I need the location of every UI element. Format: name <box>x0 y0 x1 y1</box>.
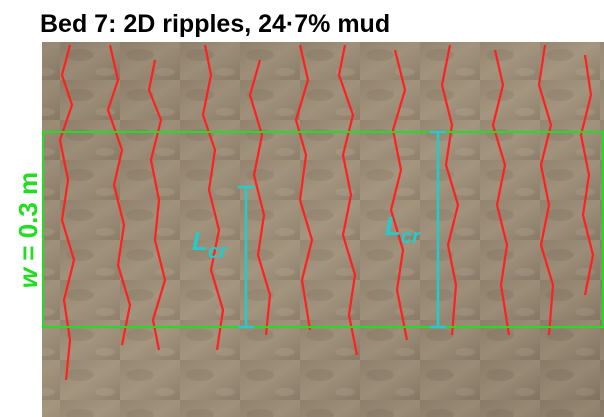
crest-length-bar <box>238 185 254 329</box>
crest-label: Lcr <box>385 211 421 248</box>
title: Bed 7: 2D ripples, 24·7% mud <box>40 10 390 38</box>
crest-length-bar <box>430 130 446 329</box>
ripple-crests <box>58 44 595 381</box>
photo <box>42 42 604 417</box>
crest-label: Lcr <box>192 226 228 263</box>
measurement-window <box>42 131 604 328</box>
width-label: w = 0.3 m <box>13 172 43 288</box>
